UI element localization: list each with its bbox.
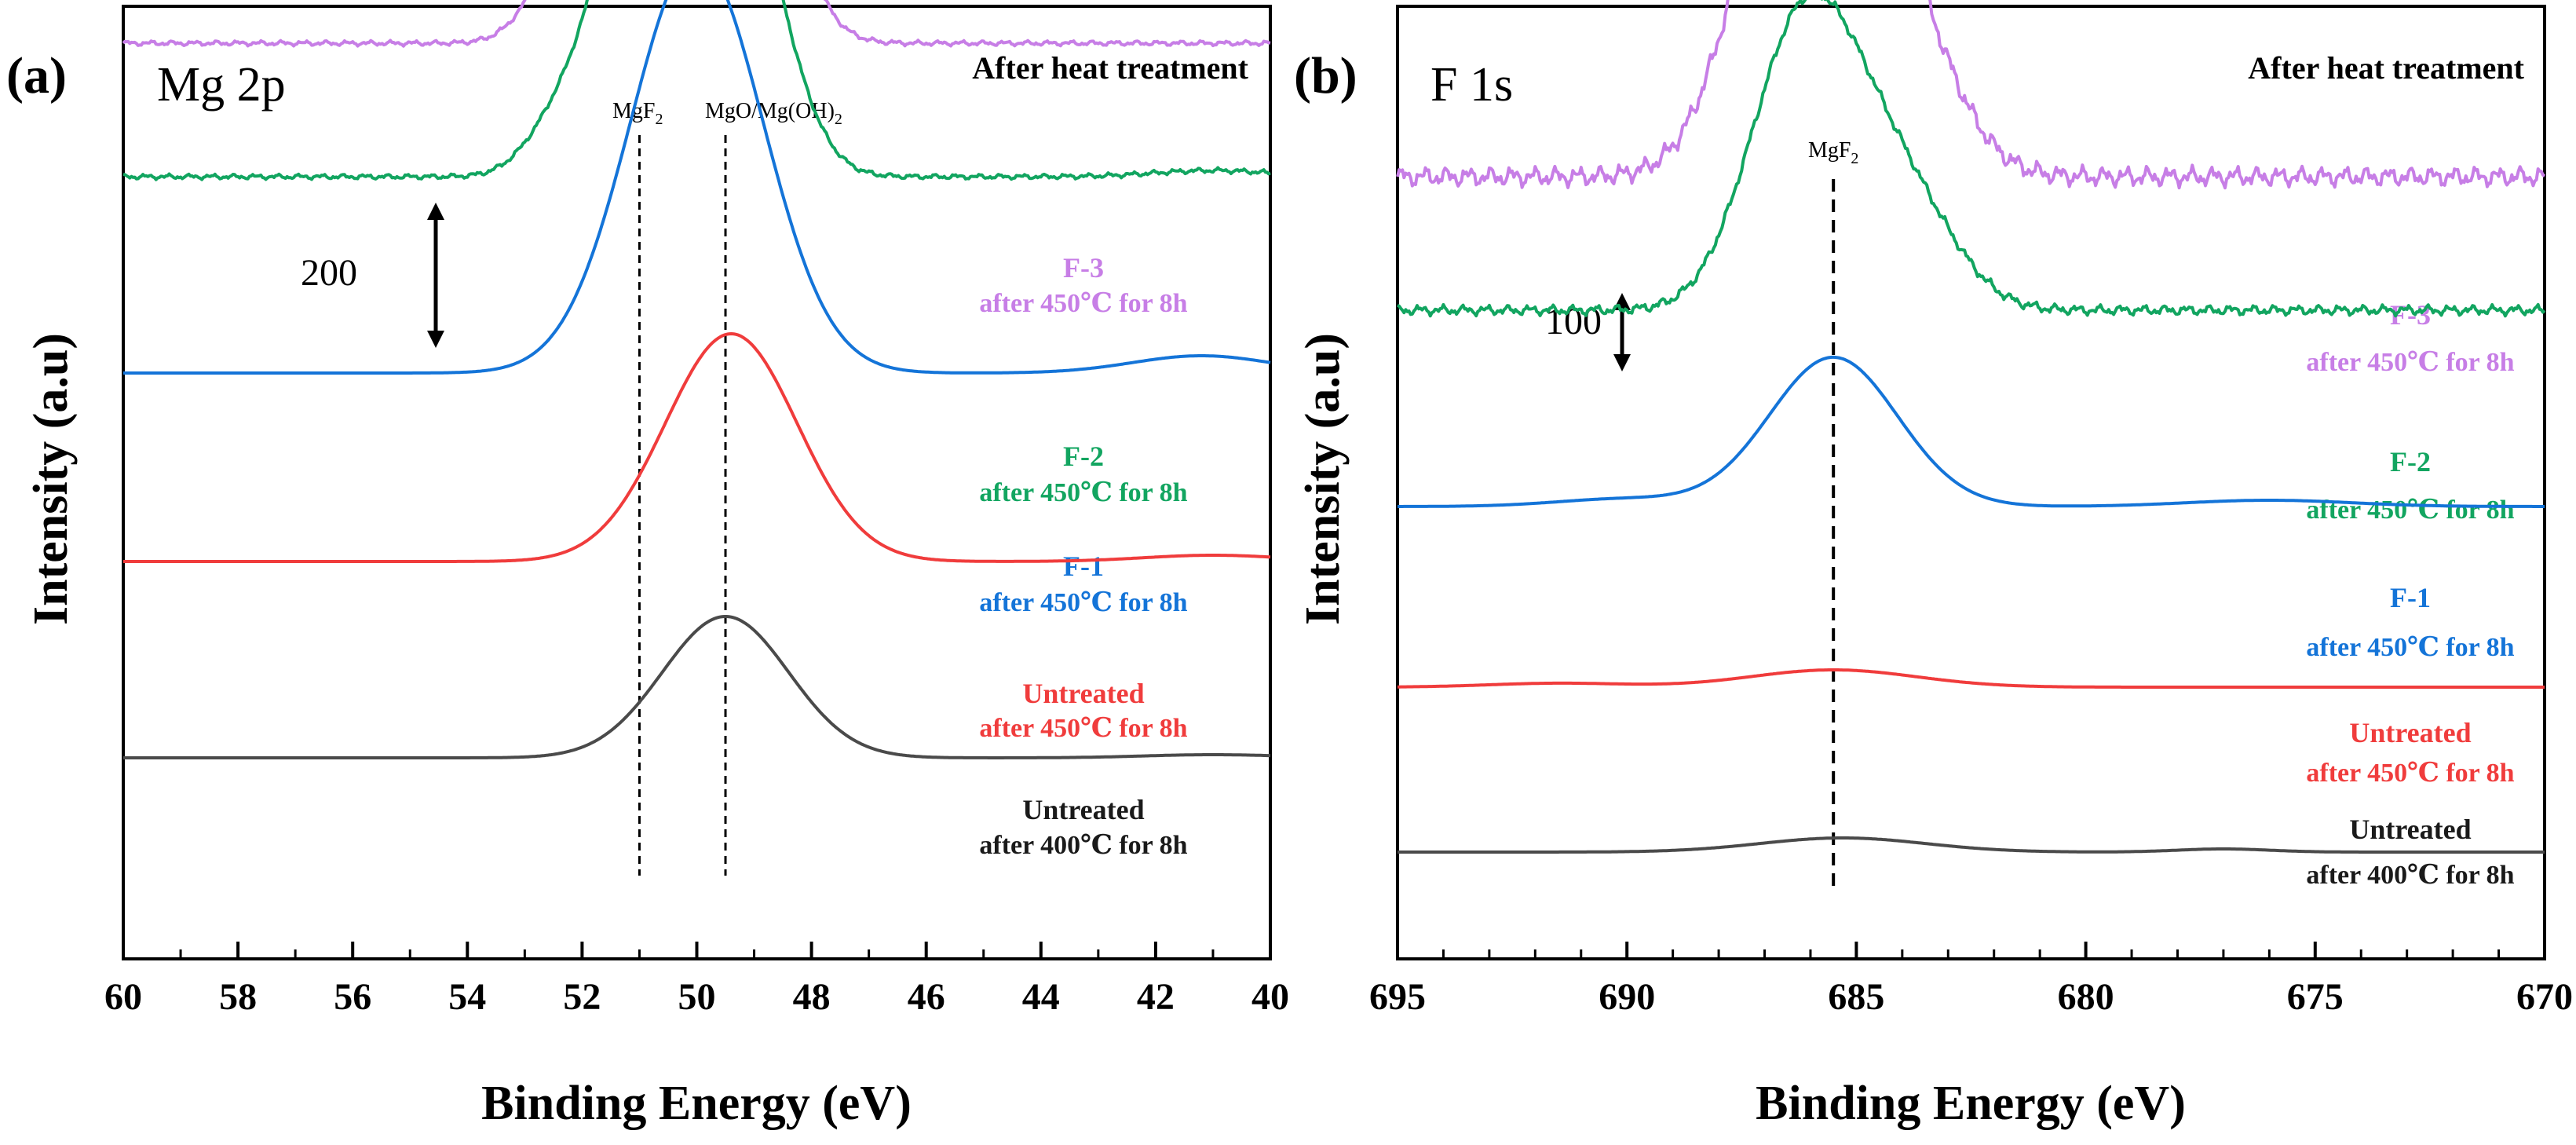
reference-label: MgF2 [1808,138,1858,167]
series-name-label: Untreated [2349,814,2471,845]
plot-frame [1396,5,2546,960]
series-curve [1398,668,2545,689]
series-condition-label: after 450℃ for 8h [979,588,1187,617]
panel-letter: (b) [1294,47,1357,104]
panel-letter: (a) [6,47,67,104]
element-label: F 1s [1431,58,1513,112]
x-tick-label: 670 [2516,976,2573,1018]
series-name-label: F-1 [2390,582,2431,613]
x-axis-label: Binding Energy (eV) [1756,1077,2186,1130]
scale-bar-arrowhead-down [1613,354,1631,371]
x-tick-label: 675 [2287,976,2344,1018]
x-tick-label: 48 [793,976,831,1018]
reference-label: MgF2 [612,99,663,128]
series-curve [122,0,1271,181]
series-condition-label: after 450℃ for 8h [2306,633,2514,662]
x-tick-label: 685 [1828,976,1884,1018]
series-curve [123,0,1271,375]
x-tick-label: 680 [2058,976,2114,1018]
x-tick-label: 690 [1599,976,1655,1018]
series-curve [122,0,1271,48]
series-condition-label: after 450℃ for 8h [979,289,1187,318]
x-tick-label: 50 [678,976,716,1018]
x-tick-label: 60 [104,976,142,1018]
series-curve [1396,0,2546,190]
series-name-label: Untreated [1022,678,1144,709]
y-axis-label: Intensity (a.u) [1296,333,1350,625]
series-name-label: F-3 [1063,252,1104,284]
x-tick-label: 42 [1137,976,1175,1018]
series-name-label: F-2 [2390,446,2431,477]
x-tick-label: 40 [1251,976,1289,1018]
header-label: After heat treatment [972,50,1248,86]
series-condition-label: after 450℃ for 8h [979,714,1187,743]
series-curve [123,615,1271,759]
x-tick-label: 46 [908,976,945,1018]
x-tick-label: 695 [1369,976,1426,1018]
series-condition-label: after 450℃ for 8h [979,478,1187,507]
x-tick-label: 58 [219,976,257,1018]
series-condition-label: after 450℃ for 8h [2306,759,2514,788]
series-curve [1398,836,2545,854]
x-tick-label: 52 [563,976,601,1018]
x-tick-label: 44 [1022,976,1060,1018]
scale-bar-label: 200 [301,252,357,294]
series-name-label: F-2 [1063,441,1104,472]
series-condition-label: after 450℃ for 8h [2306,348,2514,377]
y-axis-label: Intensity (a.u) [24,333,78,625]
series-name-label: Untreated [1022,794,1144,825]
series-condition-label: after 400℃ for 8h [2306,861,2514,890]
scale-bar-arrowhead-down [427,331,444,348]
series-curve [123,332,1271,563]
scale-bar-arrowhead-up [427,203,444,220]
element-label: Mg 2p [157,58,286,112]
x-tick-label: 54 [448,976,486,1018]
series-curve [1397,0,2546,318]
x-axis-label: Binding Energy (eV) [481,1077,912,1130]
series-condition-label: after 450℃ for 8h [2306,496,2514,525]
x-tick-label: 56 [334,976,371,1018]
series-name-label: Untreated [2349,717,2471,748]
series-condition-label: after 400℃ for 8h [979,831,1187,860]
header-label: After heat treatment [2248,50,2524,86]
series-name-label: F-1 [1063,551,1104,582]
panel-a-mg2p: 60 58 56 54 52 50 48 46 44 42 40 Binding Energy (eV… [6,0,1289,1130]
series-curve [1398,355,2545,508]
panel-b-f1s: 695 690 685 680 675 670 Binding Energy (eV) Int… [1294,0,2573,1130]
